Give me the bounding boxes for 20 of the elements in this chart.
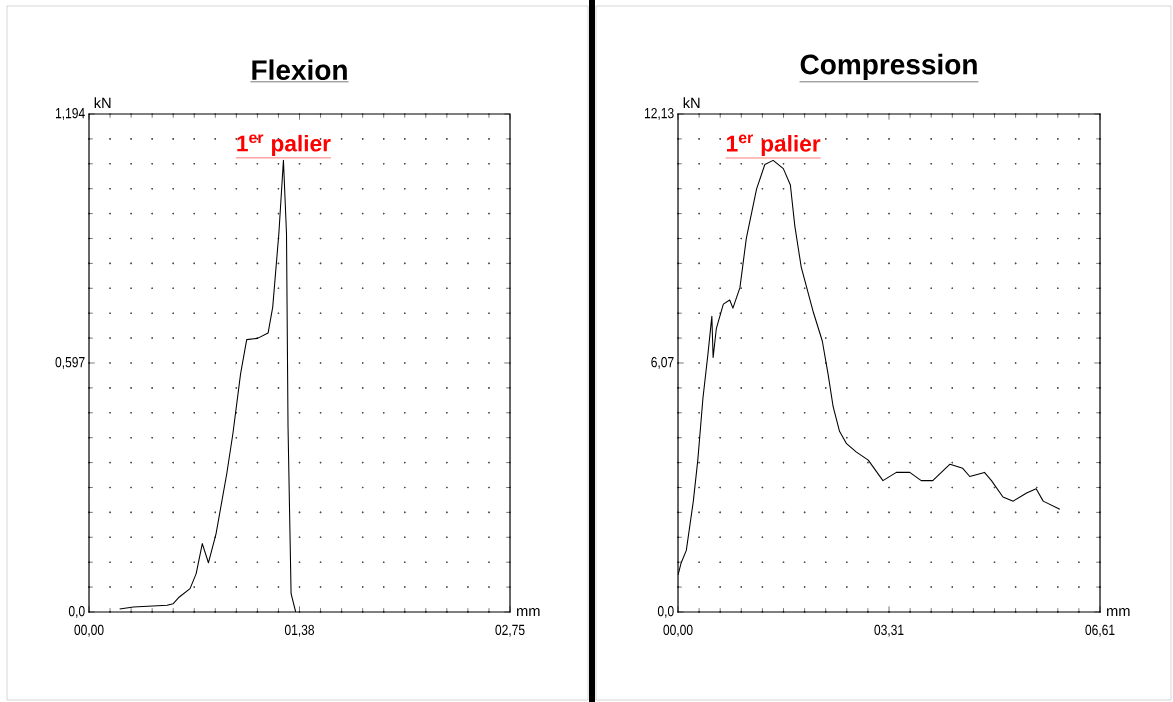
x-tick-label: 06,61 (1085, 624, 1115, 637)
y-axis-title: kN (94, 97, 111, 108)
y-tick-label: 1,194 (55, 107, 85, 121)
x-axis-title: mm (1107, 608, 1130, 616)
y-tick-label: 0,597 (55, 356, 85, 370)
x-tick-label: 00,00 (74, 624, 104, 637)
y-tick-label: 0,0 (68, 605, 85, 619)
x-tick-label: 00,00 (663, 624, 693, 637)
x-tick-label: 03,31 (874, 624, 904, 637)
y-tick-label: 6,07 (651, 356, 674, 370)
x-tick-label: 01,38 (284, 624, 315, 637)
annotation: 1$^{er}$ palier (237, 134, 331, 157)
y-tick-label: 12,13 (644, 107, 674, 121)
chart-title: Flexion (252, 59, 347, 80)
annotation: 1$^{er}$ palier (727, 134, 821, 157)
x-axis-title: mm (517, 608, 540, 616)
y-tick-label: 0,0 (657, 605, 674, 619)
chart-title: Compression (800, 53, 977, 80)
x-tick-label: 02,75 (495, 624, 525, 637)
y-axis-title: kN (683, 97, 700, 108)
